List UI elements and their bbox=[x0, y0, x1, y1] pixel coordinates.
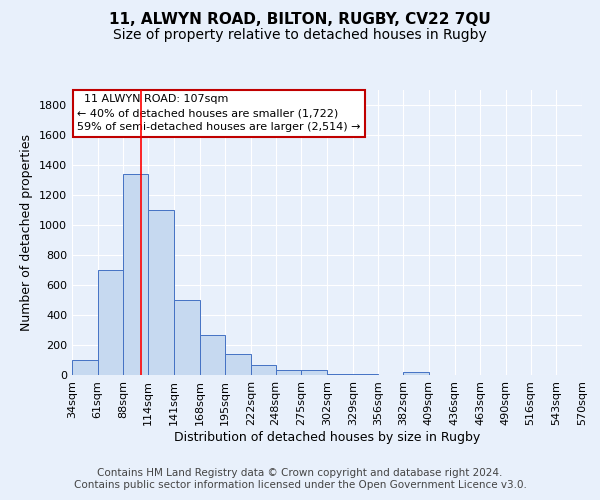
Bar bbox=[275, 370, 301, 375]
Bar bbox=[72, 360, 98, 375]
Bar bbox=[251, 364, 275, 375]
Bar bbox=[174, 300, 199, 375]
Bar bbox=[301, 370, 327, 375]
Bar bbox=[98, 270, 124, 375]
Bar bbox=[124, 174, 148, 375]
Text: 11 ALWYN ROAD: 107sqm
← 40% of detached houses are smaller (1,722)
59% of semi-d: 11 ALWYN ROAD: 107sqm ← 40% of detached … bbox=[77, 94, 361, 132]
Text: 11, ALWYN ROAD, BILTON, RUGBY, CV22 7QU: 11, ALWYN ROAD, BILTON, RUGBY, CV22 7QU bbox=[109, 12, 491, 28]
Y-axis label: Number of detached properties: Number of detached properties bbox=[20, 134, 34, 331]
Bar bbox=[148, 210, 174, 375]
Text: Size of property relative to detached houses in Rugby: Size of property relative to detached ho… bbox=[113, 28, 487, 42]
Bar bbox=[327, 374, 353, 375]
Bar bbox=[403, 372, 429, 375]
Text: Contains HM Land Registry data © Crown copyright and database right 2024.
Contai: Contains HM Land Registry data © Crown c… bbox=[74, 468, 526, 490]
X-axis label: Distribution of detached houses by size in Rugby: Distribution of detached houses by size … bbox=[174, 430, 480, 444]
Bar bbox=[225, 354, 251, 375]
Bar bbox=[199, 334, 225, 375]
Bar bbox=[353, 374, 379, 375]
